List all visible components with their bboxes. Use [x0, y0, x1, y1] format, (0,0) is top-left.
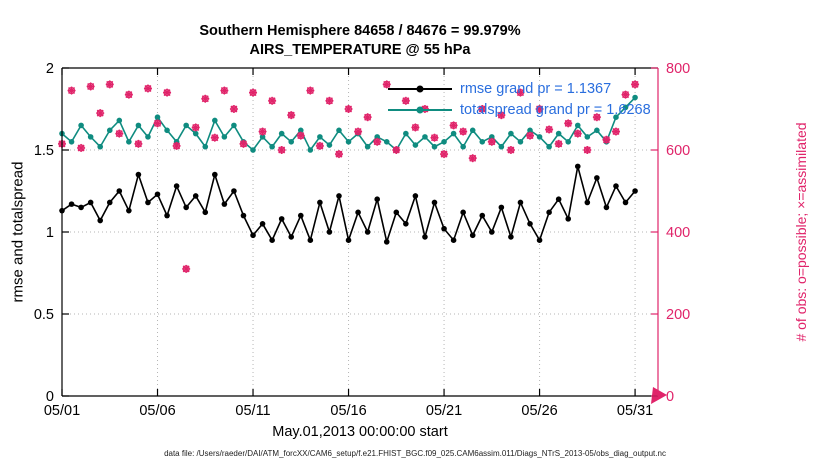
legend-label-totalspread: totalspread grand pr = 1.6268 — [460, 101, 651, 118]
svg-text:05/06: 05/06 — [139, 403, 175, 419]
legend-item-rmse: rmse grand pr = 1.1367 — [388, 78, 651, 99]
data-file-caption: data file: /Users/raeder/DAI/ATM_forcXX/… — [164, 449, 666, 458]
chart-title-line2: AIRS_TEMPERATURE @ 55 hPa — [249, 42, 471, 58]
svg-text:05/11: 05/11 — [235, 403, 270, 419]
svg-text:05/21: 05/21 — [426, 403, 462, 419]
svg-text:05/16: 05/16 — [330, 403, 366, 419]
svg-text:05/31: 05/31 — [617, 403, 653, 419]
svg-text:2: 2 — [46, 61, 54, 77]
legend-marker-totalspread — [416, 106, 424, 113]
legend-marker-rmse — [416, 85, 424, 92]
legend: rmse grand pr = 1.1367 totalspread grand… — [388, 78, 651, 120]
legend-label-rmse: rmse grand pr = 1.1367 — [460, 80, 612, 97]
svg-text:0.5: 0.5 — [34, 307, 54, 323]
svg-text:200: 200 — [666, 307, 690, 323]
legend-item-totalspread: totalspread grand pr = 1.6268 — [388, 99, 651, 120]
svg-text:600: 600 — [666, 143, 690, 159]
legend-line-sample-rmse — [388, 85, 452, 92]
x-axis-label: May.01,2013 00:00:00 start — [272, 424, 448, 440]
svg-text:0: 0 — [666, 389, 674, 405]
svg-text:400: 400 — [666, 225, 690, 241]
svg-text:05/26: 05/26 — [521, 403, 557, 419]
svg-text:05/01: 05/01 — [44, 403, 80, 419]
svg-text:1.5: 1.5 — [34, 143, 54, 159]
svg-text:0: 0 — [46, 389, 54, 405]
chart-title: Southern Hemisphere 84658 / 84676 = 99.9… — [62, 22, 658, 60]
svg-text:800: 800 — [666, 61, 690, 77]
chart-title-line1: Southern Hemisphere 84658 / 84676 = 99.9… — [199, 23, 521, 39]
svg-text:1: 1 — [46, 225, 54, 241]
offscale-arrow-marker — [651, 387, 667, 404]
legend-line-sample-totalspread — [388, 106, 452, 113]
